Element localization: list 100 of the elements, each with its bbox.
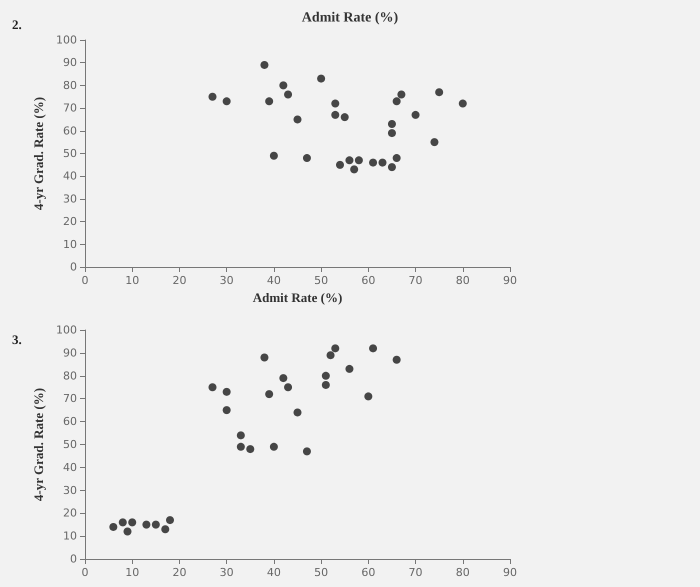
- point: [279, 81, 288, 90]
- y-tick-label: 30: [63, 484, 77, 497]
- point: [161, 525, 170, 534]
- x-tick-label: 10: [125, 566, 140, 579]
- x-tick-label: 70: [408, 274, 423, 287]
- point: [118, 518, 127, 526]
- y-tick-label: 90: [63, 346, 77, 360]
- point: [336, 160, 344, 169]
- point: [345, 156, 354, 164]
- x-tick-label: 80: [456, 566, 470, 579]
- y-tick-label: 50: [63, 438, 77, 451]
- y-tick-label: 70: [63, 392, 77, 406]
- y-tick-label: 100: [56, 34, 77, 46]
- point: [412, 110, 420, 119]
- x-tick-label: 30: [220, 566, 234, 579]
- y-tick-label: 10: [63, 530, 77, 543]
- point: [392, 356, 401, 364]
- y-tick-label: 50: [63, 147, 77, 160]
- y-tick-label: 90: [63, 56, 77, 70]
- point: [222, 406, 231, 414]
- point: [294, 115, 302, 124]
- y-tick-label: 10: [63, 238, 77, 251]
- point: [322, 372, 330, 380]
- y-tick-label: 70: [63, 102, 77, 115]
- x-tick-label: 0: [82, 566, 88, 579]
- x-tick-label: 10: [125, 274, 140, 287]
- point: [331, 100, 340, 108]
- point: [166, 516, 174, 524]
- point: [260, 353, 268, 362]
- y-tick-label: 60: [63, 415, 77, 428]
- point: [388, 129, 396, 138]
- x-tick-label: 0: [82, 274, 88, 287]
- y-tick-label: 80: [63, 369, 77, 382]
- y-tick-label: 80: [63, 78, 77, 92]
- point: [388, 120, 396, 128]
- point: [208, 383, 216, 392]
- point: [317, 74, 326, 83]
- point: [326, 351, 335, 360]
- point: [345, 364, 354, 373]
- point: [302, 154, 311, 162]
- y-tick-label: 60: [63, 124, 77, 138]
- point: [236, 431, 245, 440]
- x-tick-label: 40: [266, 274, 281, 287]
- point: [128, 518, 136, 526]
- point: [284, 90, 292, 98]
- x-tick-label: 60: [361, 274, 376, 287]
- point: [109, 522, 118, 531]
- y-tick-label: 20: [63, 506, 77, 520]
- y-axis-title: 4-yr Grad. Rate (%): [31, 96, 46, 210]
- x-tick-label: 20: [172, 566, 186, 579]
- point: [354, 156, 363, 164]
- y-tick-label: 20: [63, 215, 77, 228]
- x-tick-label: 50: [314, 274, 328, 287]
- y-tick-label: 0: [70, 552, 77, 566]
- y-tick-label: 40: [63, 460, 77, 474]
- x-axis-title: Admit Rate (%): [252, 290, 342, 305]
- point: [246, 445, 254, 454]
- point: [265, 97, 274, 106]
- point: [458, 100, 467, 108]
- point: [322, 380, 330, 389]
- x-tick-label: 20: [172, 274, 186, 287]
- point: [302, 447, 311, 456]
- point: [294, 408, 302, 416]
- point: [208, 92, 216, 101]
- point: [331, 110, 340, 119]
- point: [236, 442, 245, 451]
- point: [331, 344, 340, 352]
- point: [279, 374, 288, 382]
- x-tick-label: 80: [456, 274, 470, 287]
- x-tick-label: 60: [361, 566, 376, 579]
- x-tick-label: 90: [503, 566, 517, 579]
- x-tick-label: 50: [314, 566, 328, 579]
- point: [222, 388, 231, 396]
- x-tick-label: 30: [220, 274, 234, 287]
- point: [265, 390, 274, 398]
- point: [124, 528, 132, 536]
- y-tick-label: 40: [63, 170, 77, 183]
- point: [222, 97, 231, 106]
- x-tick-label: 90: [503, 274, 517, 287]
- point: [430, 138, 438, 146]
- point: [142, 520, 150, 529]
- point: [260, 60, 268, 69]
- point: [364, 392, 372, 400]
- x-tick-label: 40: [266, 566, 281, 579]
- point: [392, 97, 401, 106]
- y-tick-label: 100: [56, 324, 77, 336]
- point: [397, 90, 406, 98]
- x-tick-label: 70: [408, 566, 423, 579]
- point: [369, 158, 378, 167]
- point: [152, 520, 160, 529]
- chart-title: Admit Rate (%): [302, 10, 399, 26]
- point: [270, 152, 278, 160]
- y-axis-title: 4-yr Grad. Rate (%): [31, 388, 46, 502]
- point: [388, 163, 396, 172]
- point: [350, 165, 358, 174]
- y-tick-label: 0: [70, 260, 77, 274]
- text: 2.: [12, 17, 22, 32]
- point: [435, 88, 444, 96]
- text: 3.: [12, 332, 22, 347]
- point: [270, 442, 278, 451]
